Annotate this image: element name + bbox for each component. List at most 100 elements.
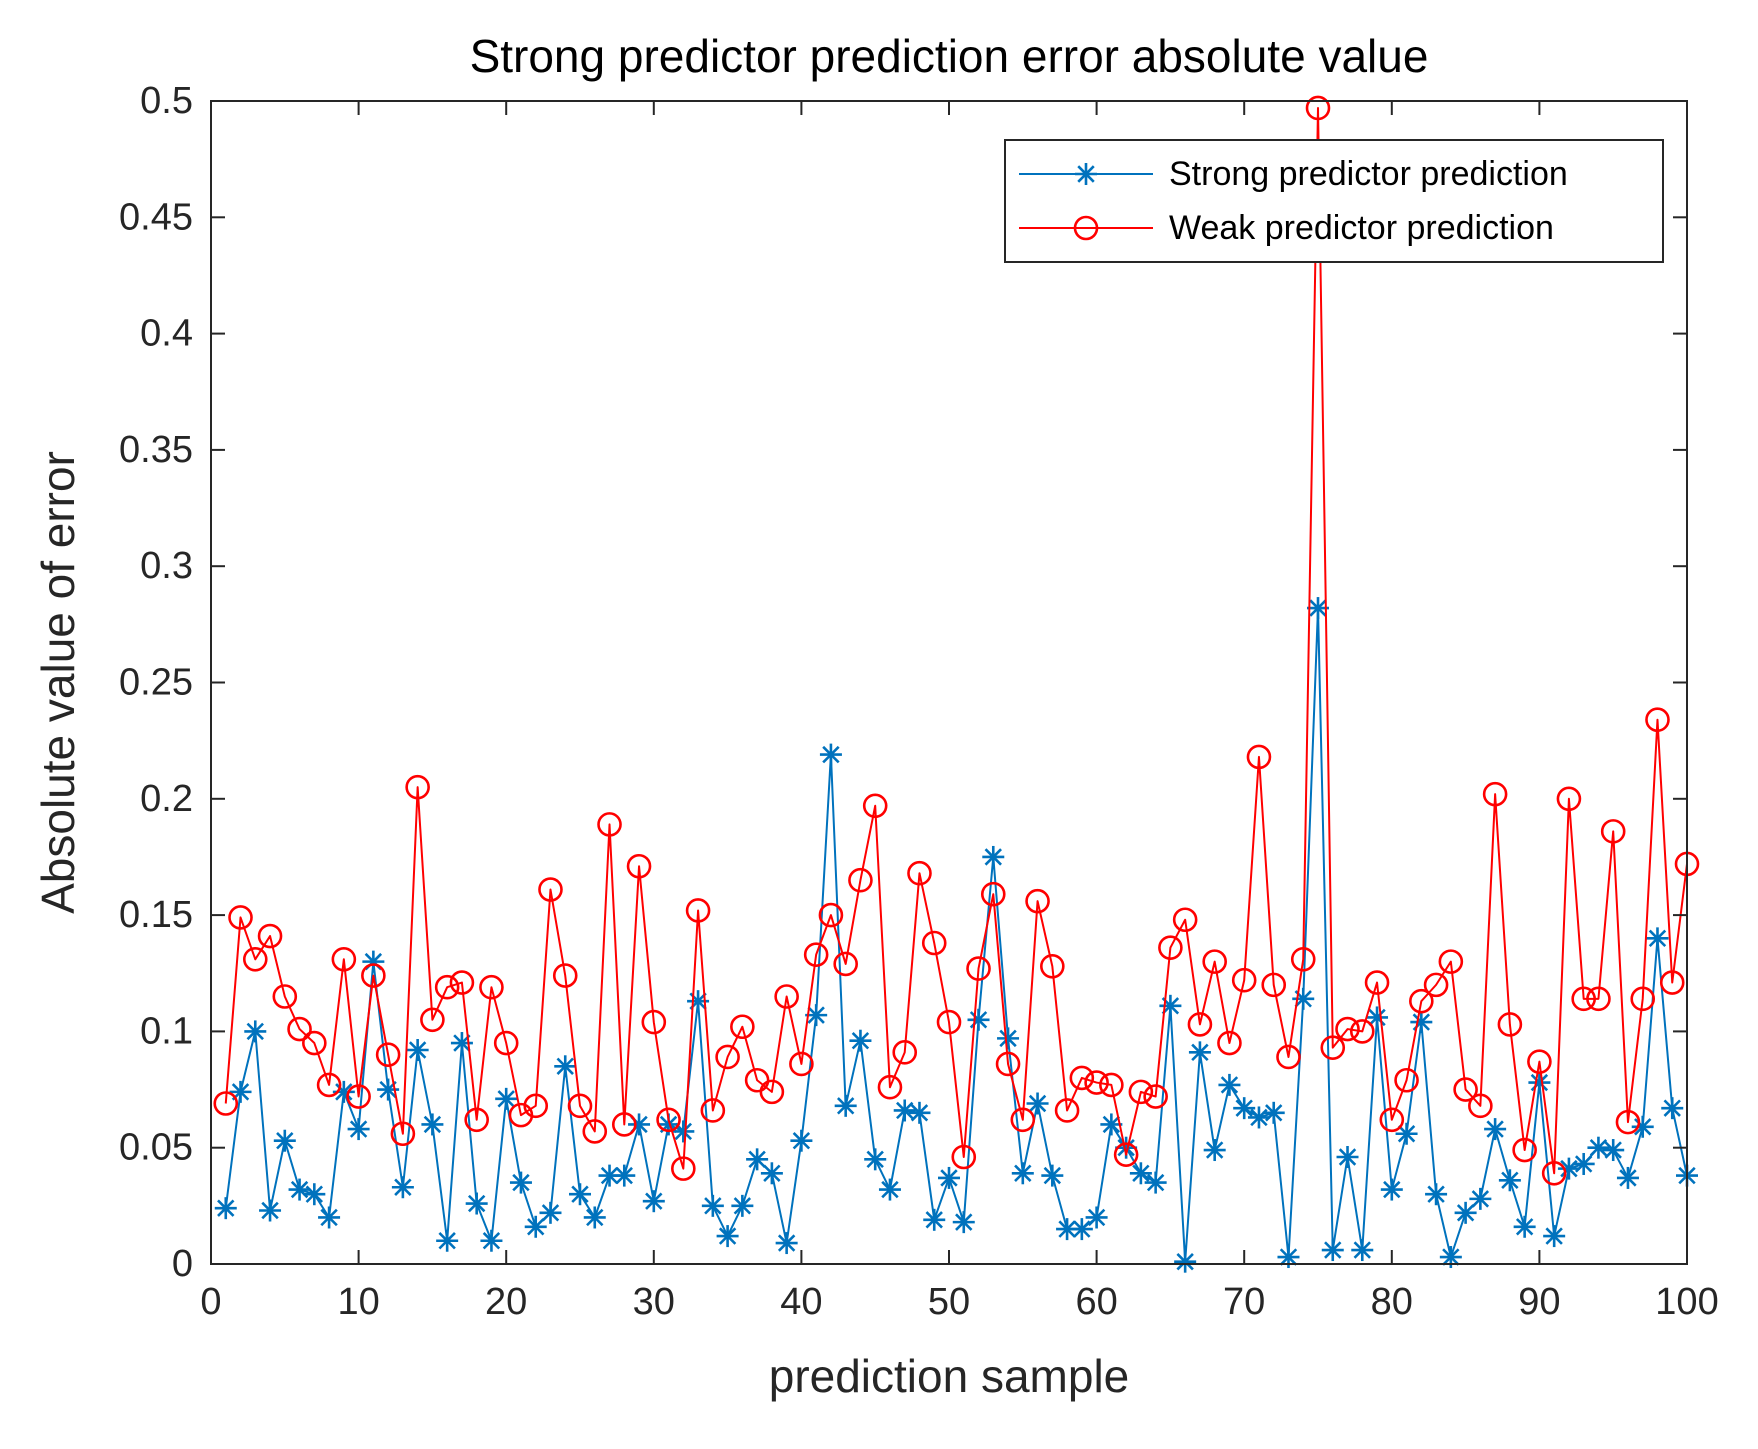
chart-title: Strong predictor prediction error absolu… <box>470 30 1429 82</box>
data-point-strong <box>731 1194 754 1217</box>
data-point-weak <box>390 1121 416 1147</box>
data-point-strong <box>982 845 1005 868</box>
data-point-strong <box>465 1192 488 1215</box>
data-point-weak <box>449 970 475 995</box>
data-point-weak <box>523 1093 549 1119</box>
x-tick-label: 20 <box>485 1281 527 1323</box>
series-layer <box>213 95 1700 1273</box>
data-point-strong <box>1321 1239 1344 1262</box>
data-point-weak <box>420 1007 445 1033</box>
legend-label-strong: Strong predictor prediction <box>1169 155 1568 193</box>
legend: Strong predictor prediction Weak predict… <box>1004 139 1664 263</box>
tick-layer: 0 10 20 30 40 50 60 70 80 90 100 0 0.05 0.1 0.15 0.2 0.2… <box>119 80 1719 1323</box>
data-point-weak <box>641 1009 667 1035</box>
data-point-weak <box>774 984 799 1009</box>
data-point-strong <box>1587 1136 1610 1159</box>
data-point-weak <box>685 898 711 923</box>
data-point-strong <box>967 1008 990 1031</box>
data-point-strong <box>1616 1166 1639 1189</box>
x-tick-label: 100 <box>1655 1281 1718 1323</box>
data-point-strong <box>1159 994 1182 1017</box>
data-point-weak <box>862 793 888 819</box>
data-point-strong <box>997 1027 1020 1050</box>
data-point-strong <box>1011 1162 1034 1185</box>
x-tick-label: 80 <box>1371 1281 1413 1323</box>
data-point-strong <box>214 1197 237 1220</box>
data-point-strong <box>908 1101 931 1124</box>
data-point-strong <box>495 1087 518 1110</box>
data-point-weak <box>980 881 1006 907</box>
data-point-strong <box>1233 1097 1256 1120</box>
data-point-strong <box>1203 1139 1226 1162</box>
data-point-strong <box>1469 1187 1492 1210</box>
data-point-weak <box>1290 946 1316 972</box>
data-point-strong <box>1129 1162 1152 1185</box>
data-point-strong <box>642 1190 665 1213</box>
data-point-weak <box>257 923 283 949</box>
data-point-strong <box>775 1232 798 1255</box>
y-tick-label: 0.45 <box>119 196 193 238</box>
data-point-weak <box>1482 781 1508 807</box>
data-point-strong <box>347 1118 370 1141</box>
data-point-weak <box>671 1156 696 1181</box>
data-point-strong <box>834 1094 857 1117</box>
series-strong <box>214 597 1698 1273</box>
data-point-strong <box>1646 927 1669 950</box>
x-tick-label: 50 <box>928 1281 970 1323</box>
data-point-strong <box>539 1201 562 1224</box>
data-point-weak <box>1659 970 1685 995</box>
data-point-strong <box>1100 1113 1123 1136</box>
legend-asterisk <box>1075 163 1097 185</box>
x-tick-label: 40 <box>780 1281 822 1323</box>
data-point-strong <box>1351 1239 1374 1262</box>
data-point-weak <box>1202 949 1227 974</box>
data-point-strong <box>805 1004 828 1027</box>
x-axis-title: prediction sample <box>769 1350 1130 1402</box>
y-tick-label: 0.4 <box>140 313 193 355</box>
data-point-strong <box>524 1215 547 1238</box>
data-point-strong <box>672 1120 695 1143</box>
data-point-weak <box>479 974 504 1000</box>
data-point-weak <box>1630 986 1656 1012</box>
data-point-strong <box>303 1183 326 1206</box>
data-point-weak <box>1541 1160 1567 1186</box>
data-point-strong <box>1144 1171 1167 1194</box>
data-point-strong <box>1085 1206 1108 1229</box>
y-tick-label: 0 <box>172 1243 193 1285</box>
data-point-strong <box>1070 1218 1093 1241</box>
data-point-weak <box>567 1093 593 1119</box>
data-point-weak <box>552 963 578 988</box>
data-point-weak <box>611 1112 637 1137</box>
data-point-strong <box>1602 1139 1625 1162</box>
data-point-strong <box>864 1148 887 1171</box>
data-point-weak <box>1261 972 1287 998</box>
data-point-weak <box>1586 986 1611 1012</box>
data-point-weak <box>1158 935 1183 960</box>
data-point-strong <box>952 1211 975 1234</box>
data-point-strong <box>421 1113 444 1136</box>
y-tick-label: 0.3 <box>140 545 193 587</box>
data-point-strong <box>1439 1246 1462 1269</box>
series-weak <box>213 95 1700 1186</box>
data-point-strong <box>893 1099 916 1122</box>
data-point-strong <box>1661 1097 1684 1120</box>
data-point-weak <box>1556 786 1582 812</box>
data-point-weak <box>538 877 563 902</box>
data-point-strong <box>1380 1178 1403 1201</box>
data-point-weak <box>597 812 622 837</box>
data-point-weak <box>1217 1030 1242 1056</box>
data-point-strong <box>1572 1152 1595 1175</box>
data-point-weak <box>1409 988 1434 1014</box>
data-point-strong <box>480 1229 503 1252</box>
data-point-strong <box>1498 1169 1521 1192</box>
data-point-weak <box>1335 1016 1360 1042</box>
data-point-weak <box>1394 1067 1419 1093</box>
data-point-strong <box>1557 1157 1580 1180</box>
data-point-weak <box>1099 1072 1124 1098</box>
data-point-weak <box>493 1030 519 1056</box>
data-point-weak <box>818 902 844 928</box>
y-tick-label: 0.25 <box>119 662 193 704</box>
data-point-weak <box>1143 1084 1168 1109</box>
data-point-weak <box>1379 1107 1405 1133</box>
data-point-strong <box>1410 1011 1433 1034</box>
